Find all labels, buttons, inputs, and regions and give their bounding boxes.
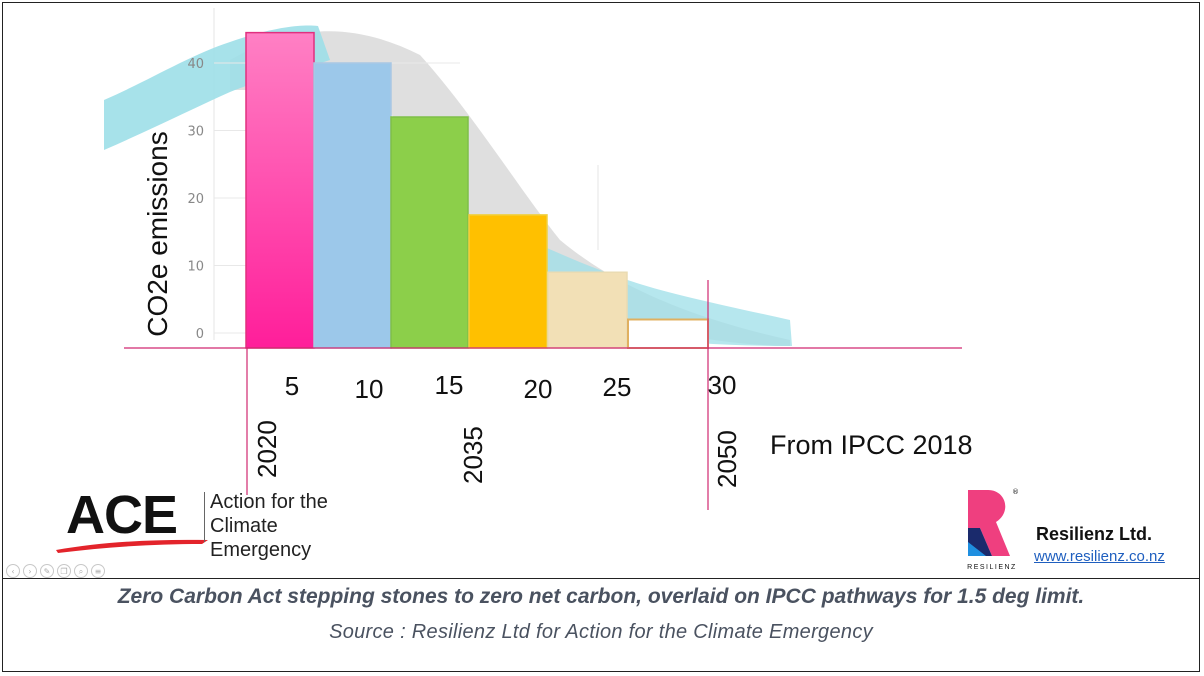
axes [124,280,962,510]
x-tick-label: 20 [524,374,553,404]
caption-title: Zero Carbon Act stepping stones to zero … [117,585,1085,608]
year-marker-2050: 2050 [712,430,742,488]
bar-2030-2035 [390,116,469,349]
bar-2025-2030 [313,62,392,349]
year-marker-2020: 2020 [252,420,282,478]
resilienz-name: Resilienz Ltd. [1036,524,1153,544]
emissions-chart: 0 10 20 30 40 5 10 15 20 25 30 2020 2035 2050 [104,8,962,510]
next-icon[interactable]: › [23,564,37,578]
prev-icon[interactable]: ‹ [6,564,20,578]
x-tick-label: 25 [603,372,632,402]
year-marker-2035: 2035 [458,426,488,484]
bar-2040-2045 [547,271,628,349]
resilienz-mark: ® [968,488,1019,556]
ace-logo-mark: ACE [66,485,178,545]
bar-2035-2040 [468,214,548,349]
ace-divider [204,492,205,542]
bars-layer [245,31,709,349]
x-tick-label: 15 [435,370,464,400]
bar-2020-2025 [245,31,315,349]
bar-2045-2050 [627,318,709,349]
y-tick-label: 10 [187,260,204,275]
slide-controls: ‹ › ✎ ❐ ⌕ ≡ [6,564,105,578]
caption: Zero Carbon Act stepping stones to zero … [2,578,1200,672]
ipcc-grey-range [230,31,790,346]
x-tick-labels: 5 10 15 20 25 30 [285,370,737,404]
year-markers: 2020 2035 2050 [252,420,742,488]
x-tick-label: 30 [708,370,737,400]
ipcc-teal-tail [470,215,792,346]
menu-icon[interactable]: ≡ [91,564,105,578]
resilienz-brand: RESILIENZ [967,564,1017,571]
y-tick-label: 30 [187,125,204,140]
ace-swoosh [56,539,208,553]
copy-icon[interactable]: ❐ [57,564,71,578]
x-tick-label: 10 [355,374,384,404]
y-tick-label: 0 [196,327,204,342]
resilienz-logo: ® RESILIENZ [962,484,1022,576]
source-note: From IPCC 2018 [770,430,973,460]
zoom-icon[interactable]: ⌕ [74,564,88,578]
x-tick-label: 5 [285,371,299,401]
y-tick-label: 40 [187,57,204,72]
y-axis-label: CO2e emissions [142,131,173,337]
ace-logo-text: Action for the Climate Emergency [210,491,328,561]
pen-icon[interactable]: ✎ [40,564,54,578]
y-tick-label: 20 [187,192,204,207]
caption-source: Source : Resilienz Ltd for Action for th… [329,621,873,643]
resilienz-url-link[interactable]: www.resilienz.co.nz [1034,548,1165,565]
ace-logo: ACE Action for the Climate Emergency [52,484,382,561]
resilienz-registered: ® [1012,488,1019,496]
